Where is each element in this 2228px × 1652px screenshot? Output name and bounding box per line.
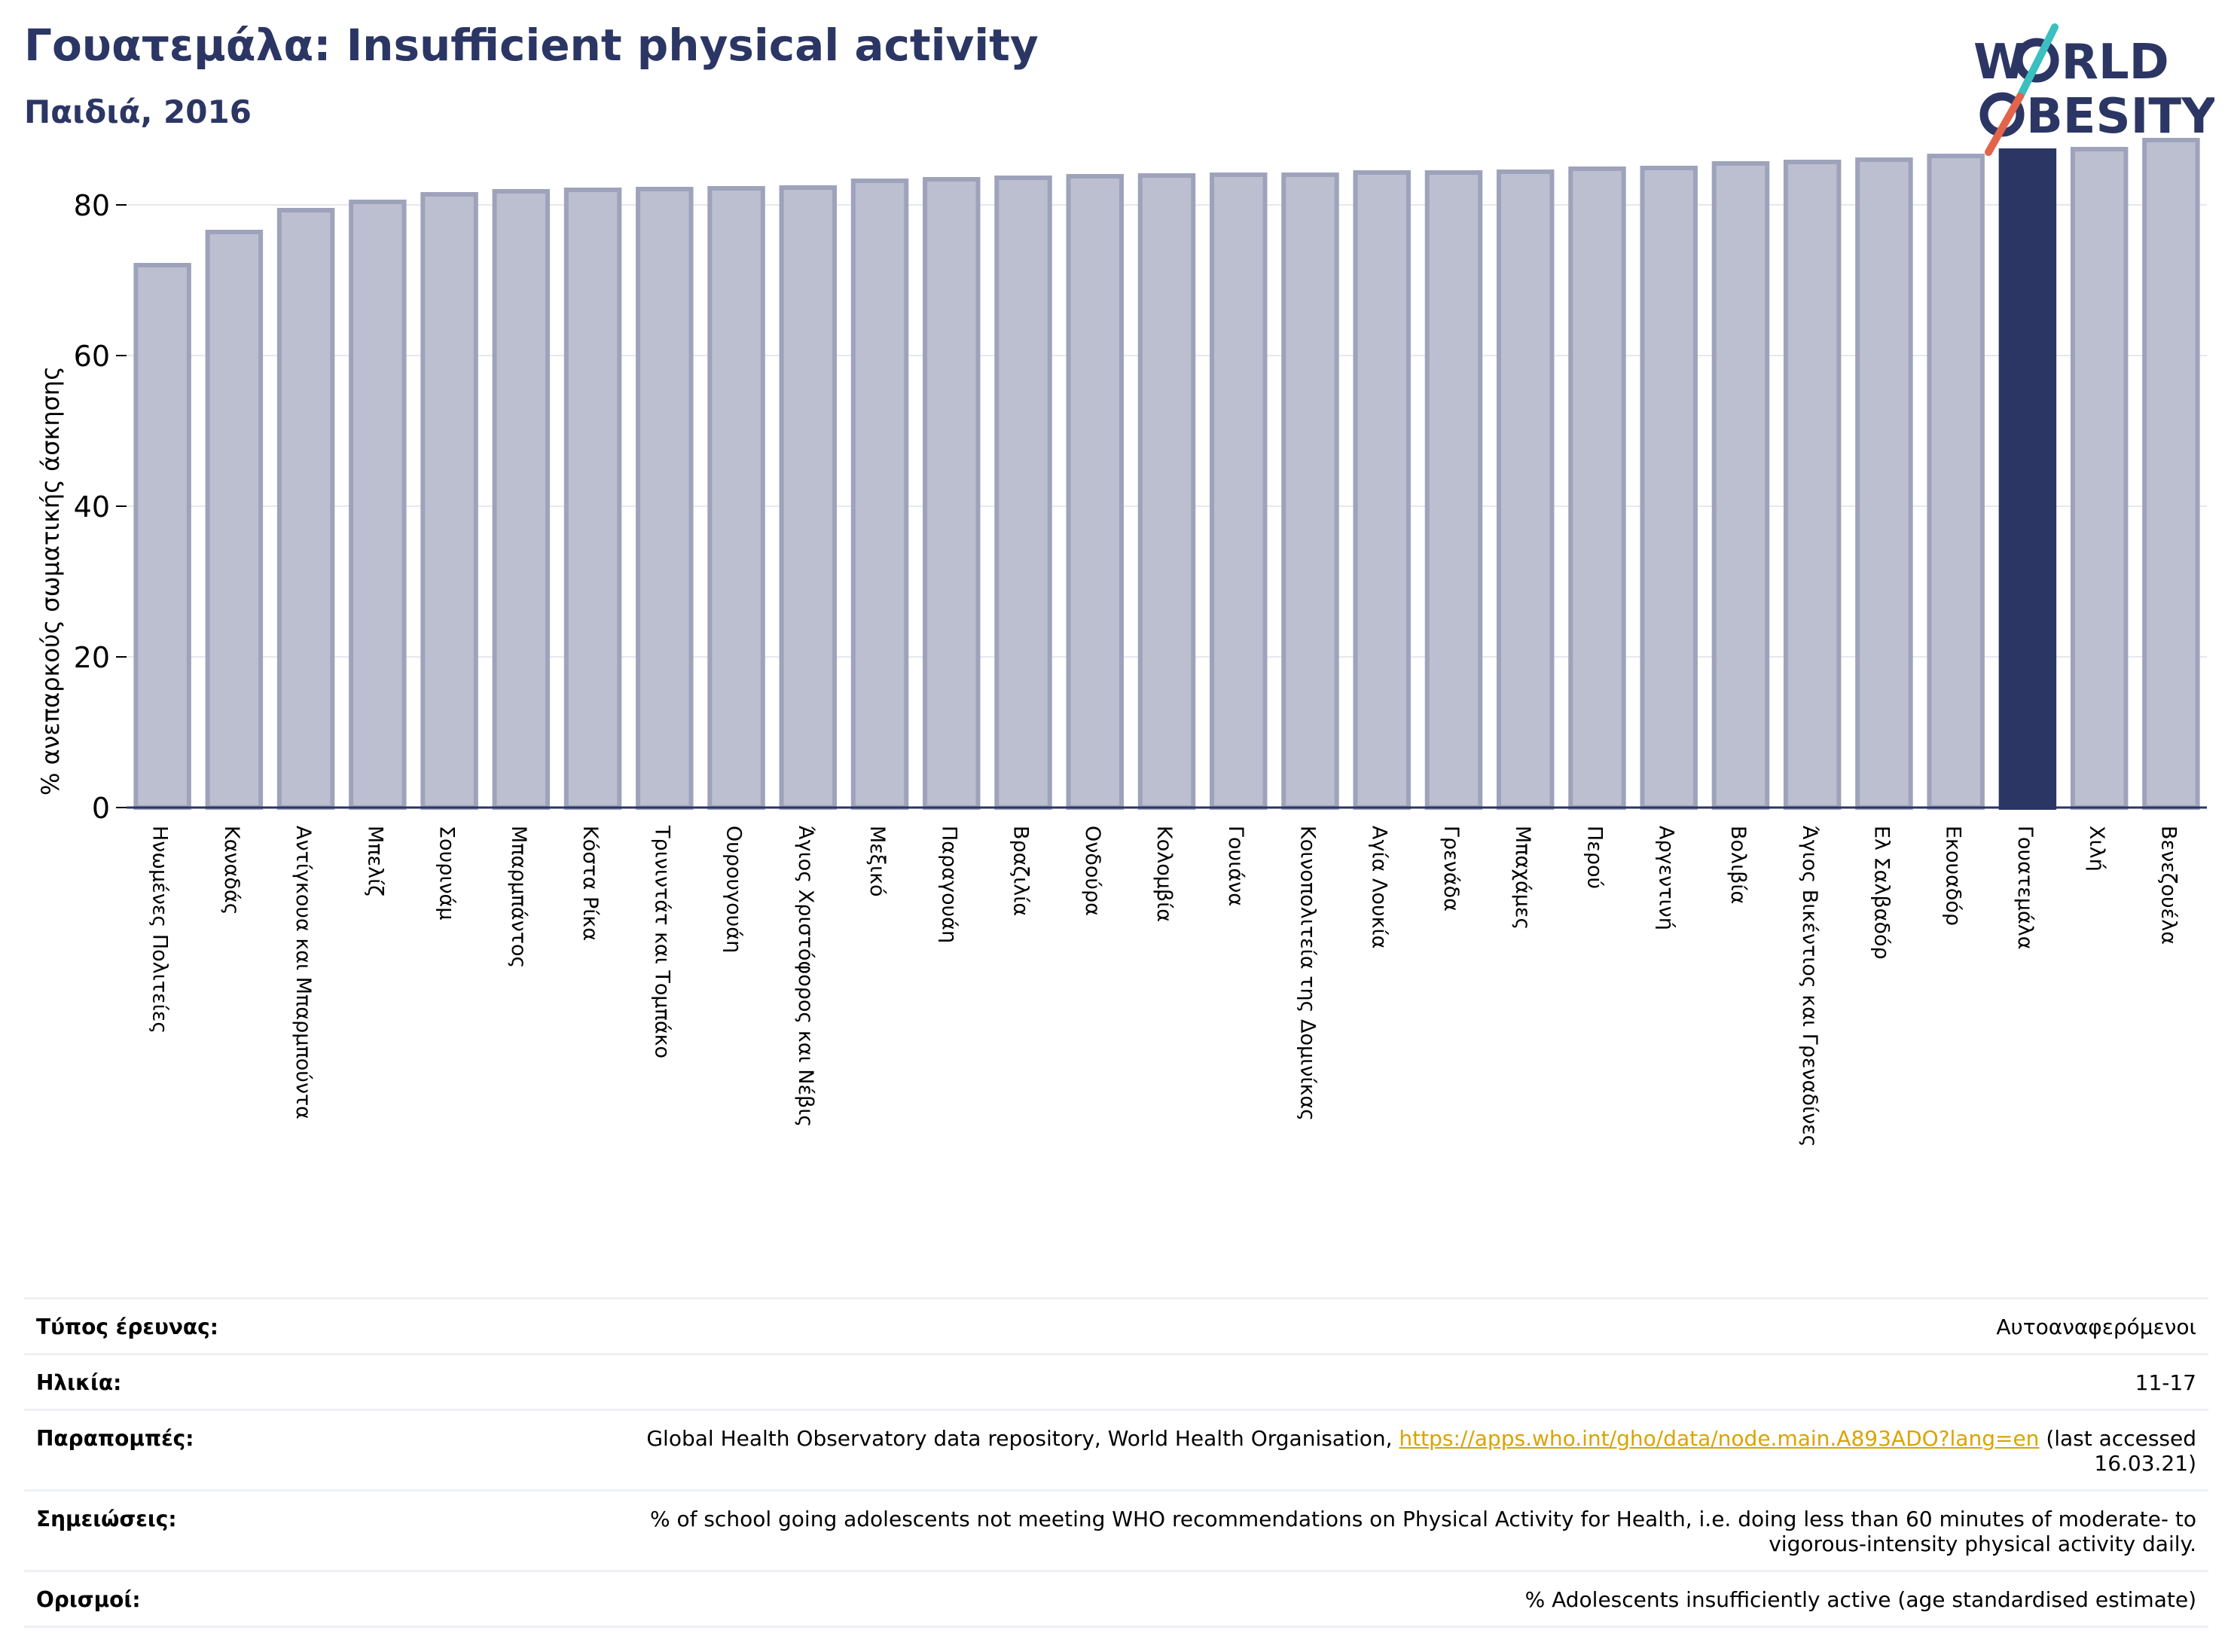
- page-title: Γουατεμάλα: Insufficient physical activi…: [24, 20, 1039, 71]
- x-tick-label: Μπαχάμες: [1511, 826, 1534, 930]
- x-tick-label: Ονδούρα: [1081, 826, 1104, 916]
- x-tick-label: Παραγουάη: [937, 826, 960, 943]
- x-tick-label: Αντίγκουα και Μπαρμπούντα: [291, 826, 315, 1119]
- info-label: Τύπος έρευνας:: [36, 1315, 218, 1339]
- reference-accessed-text: (last accessed 16.03.21): [2039, 1426, 2196, 1476]
- y-tick-label: 60: [74, 340, 110, 373]
- x-tick-label: Κόστα Ρίκα: [578, 826, 602, 941]
- x-tick-label: Αργεντινή: [1655, 826, 1678, 930]
- bar: [850, 179, 909, 810]
- info-value: % Adolescents insufficiently active (age…: [1525, 1587, 2196, 1613]
- x-tick-label: Βολιβία: [1726, 826, 1750, 904]
- info-value: % of school going adolescents not meetin…: [649, 1507, 2196, 1557]
- info-value: 11-17: [2135, 1370, 2196, 1396]
- bar: [1424, 170, 1483, 810]
- x-tick-label: Κοινοπολιτεία της Δομινίκας: [1296, 826, 1319, 1121]
- bar: [1210, 173, 1268, 810]
- bars: [133, 138, 2200, 810]
- info-label: Ηλικία:: [36, 1370, 122, 1396]
- bar: [994, 176, 1052, 810]
- bar: [1855, 157, 1913, 810]
- info-row-definitions: Ορισμοί: % Adolescents insufficiently ac…: [24, 1570, 2208, 1629]
- x-tick-label: Μπελίζ: [363, 826, 386, 896]
- world-obesity-logo: W RLD BESITY: [1973, 23, 2214, 156]
- bar: [779, 185, 838, 810]
- x-tick-label: Γουιάνα: [1224, 826, 1247, 906]
- bar: [205, 230, 264, 810]
- y-axis-label: % ανεπαρκούς σωματικής άσκησης: [36, 366, 65, 795]
- info-row-notes: Σημειώσεις: % of school going adolescent…: [24, 1489, 2208, 1570]
- y-tick-label: 40: [74, 490, 110, 524]
- bar: [1137, 173, 1196, 810]
- logo-text-obesity: BESITY: [2026, 89, 2214, 145]
- x-tick-label: Καναδάς: [220, 826, 243, 915]
- bar: [1927, 154, 1985, 810]
- x-tick-label: Κολομβία: [1152, 826, 1176, 922]
- x-tick-label: Σουρινάμ: [435, 826, 459, 921]
- bar: [707, 186, 765, 810]
- bar: [492, 189, 551, 810]
- bar: [276, 208, 335, 810]
- bar: [420, 192, 478, 810]
- x-tick-label: Αγία Λουκία: [1368, 826, 1391, 948]
- bar: [1783, 160, 1842, 810]
- x-tick-label: Άγιος Βικέντιος και Γρεναδίνες: [1798, 826, 1821, 1147]
- info-table: Τύπος έρευνας: Αυτοαναφερόμενοι Ηλικία: …: [24, 1297, 2208, 1629]
- x-tick-label: Γουατεμάλα: [2013, 826, 2037, 950]
- bar: [1496, 169, 1555, 810]
- bar: [2142, 138, 2200, 810]
- x-tick-label: Ελ Σαλβαδόρ: [1869, 826, 1893, 960]
- info-label: Ορισμοί:: [36, 1587, 141, 1613]
- bar: [1640, 166, 1698, 810]
- x-tick-label: Βενεζουέλα: [2156, 826, 2180, 945]
- bar: [133, 263, 191, 810]
- y-tick-label: 0: [92, 792, 110, 825]
- bar: [1281, 173, 1339, 810]
- bar-highlighted: [1998, 148, 2057, 810]
- page-subtitle: Παιδιά, 2016: [24, 93, 252, 130]
- bar: [636, 187, 694, 810]
- x-tick-label: Εκουαδόρ: [1942, 826, 1965, 926]
- logo-slash-bottom: [1985, 93, 2024, 156]
- x-tick-label: Μπαρμπάντος: [507, 826, 530, 968]
- bar: [563, 188, 622, 810]
- x-tick-label: Γρενάδα: [1439, 826, 1463, 912]
- info-label: Παραπομπές:: [36, 1426, 194, 1452]
- bar: [1711, 161, 1770, 810]
- x-tick-label: Τρινιντάτ και Τομπάκο: [650, 825, 673, 1058]
- info-row-survey-type: Τύπος έρευνας: Αυτοαναφερόμενοι: [24, 1297, 2208, 1353]
- x-tick-label: Βραζιλία: [1009, 826, 1033, 916]
- y-tick-label: 80: [74, 189, 110, 222]
- x-tick-label: Άγιος Χριστόφορος και Νέβις: [794, 826, 817, 1127]
- tick-labels: 0 20 40 60 80 Ηνωμένες Πολιτείες Καναδάς Αντίγκ…: [74, 189, 2181, 1147]
- info-value: Αυτοαναφερόμενοι: [1996, 1315, 2196, 1339]
- x-tick-label: Μεξικό: [865, 826, 889, 897]
- x-tick-label: Ηνωμένες Πολιτείες: [148, 826, 172, 1034]
- info-row-references: Παραπομπές: Global Health Observatory da…: [24, 1409, 2208, 1489]
- logo-slash-top: [2016, 23, 2059, 100]
- x-tick-label: Ουρουγουάη: [722, 826, 746, 953]
- logo-o-ring-top: [2014, 38, 2059, 83]
- reference-link[interactable]: https://apps.who.int/gho/data/node.main.…: [1399, 1426, 2040, 1452]
- bar: [2070, 147, 2129, 810]
- bar-chart: 0 20 40 60 80 Ηνωμένες Πολιτείες Καναδάς Αντίγκ…: [36, 138, 2207, 1147]
- y-tick-label: 20: [74, 641, 110, 674]
- bar: [1568, 166, 1626, 810]
- axes: [116, 204, 2207, 809]
- bar: [349, 200, 407, 810]
- x-tick-label: Χιλή: [2085, 826, 2108, 872]
- bar: [1353, 170, 1411, 810]
- info-label: Σημειώσεις:: [36, 1507, 177, 1532]
- bar: [923, 177, 981, 810]
- x-tick-label: Περού: [1582, 826, 1606, 889]
- reference-text: Global Health Observatory data repositor…: [646, 1426, 1399, 1452]
- bar: [1066, 174, 1124, 810]
- info-value: Global Health Observatory data repositor…: [630, 1426, 2196, 1476]
- info-row-age: Ηλικία: 11-17: [24, 1353, 2208, 1409]
